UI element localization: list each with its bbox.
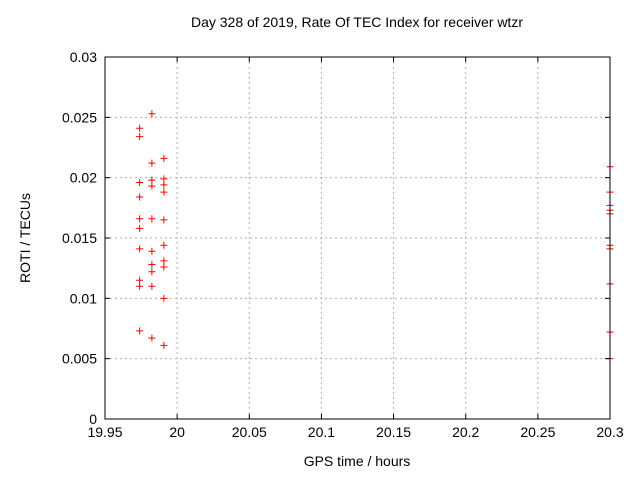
y-tick-label: 0.005 [62, 351, 97, 367]
data-point-marker [148, 268, 156, 276]
data-point-marker [148, 110, 156, 118]
data-point-marker [136, 245, 144, 253]
data-point-marker [160, 294, 168, 302]
grid-lines [105, 57, 610, 419]
x-tick-label: 20.3 [596, 424, 623, 440]
x-tick-label: 19.95 [87, 424, 122, 440]
x-tick-label: 20 [169, 424, 185, 440]
data-point-marker [160, 181, 168, 189]
data-point-marker [148, 159, 156, 167]
y-tick-labels: 0 0.005 0.01 0.015 0.02 0.025 0.03 [62, 49, 97, 427]
data-point-marker [136, 178, 144, 186]
x-tick-label: 20.25 [520, 424, 555, 440]
data-point-marker [136, 327, 144, 335]
data-point-marker [136, 133, 144, 141]
data-point-marker [160, 175, 168, 183]
data-point-marker [160, 341, 168, 349]
data-point-marker [160, 154, 168, 162]
data-point-marker [148, 215, 156, 223]
x-tick-label: 20.15 [376, 424, 411, 440]
data-point-marker [148, 261, 156, 269]
y-axis-label: ROTI / TECUs [17, 193, 33, 283]
data-point-marker [136, 193, 144, 201]
y-tick-label: 0.01 [70, 290, 97, 306]
data-point-marker [160, 241, 168, 249]
data-point-marker [136, 224, 144, 232]
data-point-marker [160, 257, 168, 265]
y-tick-label: 0.015 [62, 230, 97, 246]
x-tick-label: 20.05 [232, 424, 267, 440]
data-point-marker [148, 334, 156, 342]
y-tick-label: 0.03 [70, 49, 97, 65]
data-point-marker [136, 276, 144, 284]
y-tick-label: 0 [89, 411, 97, 427]
data-point-marker [160, 216, 168, 224]
data-point-marker [148, 282, 156, 290]
data-points [136, 110, 614, 363]
data-point-marker [160, 263, 168, 271]
y-tick-label: 0.02 [70, 170, 97, 186]
data-point-marker [160, 188, 168, 196]
data-point-marker [148, 176, 156, 184]
x-tick-label: 20.1 [308, 424, 335, 440]
data-point-marker [136, 282, 144, 290]
x-tick-labels: 19.95 20 20.05 20.1 20.15 20.2 20.25 20.3 [87, 424, 623, 440]
axis-ticks [104, 56, 611, 420]
data-point-marker [136, 124, 144, 132]
chart-title: Day 328 of 2019, Rate Of TEC Index for r… [191, 14, 523, 30]
x-tick-label: 20.2 [452, 424, 479, 440]
y-tick-label: 0.025 [62, 109, 97, 125]
data-point-marker [148, 182, 156, 190]
x-axis-label: GPS time / hours [304, 453, 411, 469]
data-point-marker [148, 247, 156, 255]
data-point-marker [136, 215, 144, 223]
